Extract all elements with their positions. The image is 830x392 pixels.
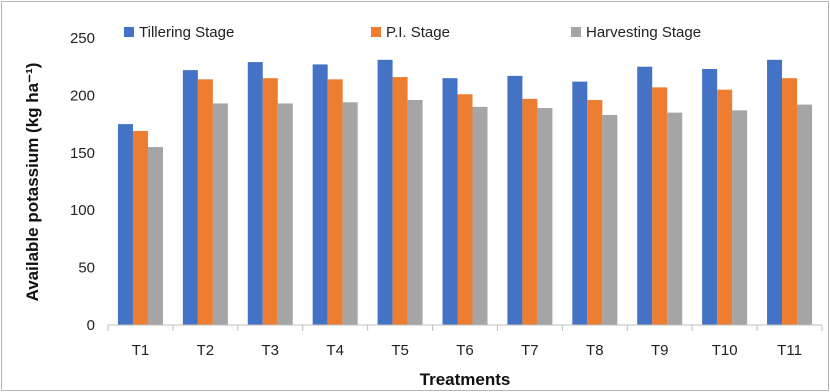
bar-t2-series-2	[197, 79, 213, 325]
bar-t6-series-2	[457, 94, 473, 325]
bar-t1-series-3	[147, 147, 163, 325]
x-tick-label: T10	[712, 342, 738, 359]
bar-t8-series-1	[572, 81, 588, 326]
bar-t9-series-2	[652, 87, 668, 325]
bar-t2-series-1	[182, 70, 198, 325]
x-tick-label: T5	[391, 342, 409, 359]
legend: Tillering Stage P.I. Stage Harvesting Stag…	[124, 24, 701, 41]
x-tick-label: T7	[521, 342, 539, 359]
x-tick-label: T4	[326, 342, 344, 359]
bar-t4-series-2	[327, 79, 343, 325]
bar-t10-series-3	[732, 110, 748, 325]
bar-t6-series-3	[472, 106, 488, 325]
bar-t5-series-2	[392, 77, 408, 325]
legend-label: Harvesting Stage	[586, 24, 701, 41]
x-tick-label: T6	[456, 342, 474, 359]
bar-t5-series-1	[377, 59, 393, 325]
y-tick-label: 100	[70, 202, 95, 219]
y-tick-label: 150	[70, 145, 95, 162]
bar-t4-series-3	[342, 102, 358, 326]
bar-t4-series-1	[312, 64, 328, 326]
bar-t3-series-2	[262, 78, 278, 326]
bars	[117, 59, 813, 326]
x-axis-ticks: T1 T2 T3 T4 T5 T6 T7 T8 T9 T10 T11	[107, 325, 823, 359]
bar-t10-series-1	[702, 68, 718, 325]
bar-t7-series-1	[507, 75, 523, 325]
y-axis-title: Available potassium (kg ha⁻¹)	[23, 63, 42, 302]
y-axis-ticks: 0 50 100 150 200 250	[70, 30, 95, 334]
bar-t9-series-3	[667, 112, 683, 326]
bar-t6-series-1	[442, 78, 458, 326]
bar-t5-series-3	[407, 99, 423, 325]
x-tick-label: T8	[586, 342, 604, 359]
x-axis-title: Treatments	[420, 370, 511, 389]
bar-t3-series-1	[247, 62, 263, 325]
bar-t10-series-2	[717, 89, 733, 325]
y-tick-label: 50	[78, 260, 95, 277]
bar-t8-series-2	[587, 99, 603, 325]
bar-t7-series-3	[537, 108, 553, 325]
legend-swatch	[124, 27, 134, 37]
x-tick-label: T2	[197, 342, 215, 359]
legend-swatch	[571, 27, 581, 37]
bar-t1-series-2	[132, 130, 148, 325]
bar-t7-series-2	[522, 98, 538, 326]
bar-t2-series-3	[212, 103, 228, 325]
legend-swatch	[371, 27, 381, 37]
bar-t11-series-3	[797, 104, 813, 325]
bar-t11-series-2	[782, 78, 798, 326]
bar-t3-series-3	[277, 103, 293, 325]
bar-t8-series-3	[602, 114, 618, 325]
y-tick-label: 0	[87, 317, 95, 334]
x-tick-label: T9	[651, 342, 669, 359]
legend-label: Tillering Stage	[139, 24, 234, 41]
y-tick-label: 200	[70, 87, 95, 104]
bar-t1-series-1	[117, 124, 133, 325]
x-tick-label: T11	[777, 342, 802, 359]
y-tick-label: 250	[70, 30, 95, 47]
bar-t9-series-1	[637, 66, 653, 325]
legend-label: P.I. Stage	[386, 24, 450, 41]
bar-t11-series-1	[767, 59, 783, 325]
x-tick-label: T1	[132, 342, 150, 359]
x-tick-label: T3	[262, 342, 280, 359]
